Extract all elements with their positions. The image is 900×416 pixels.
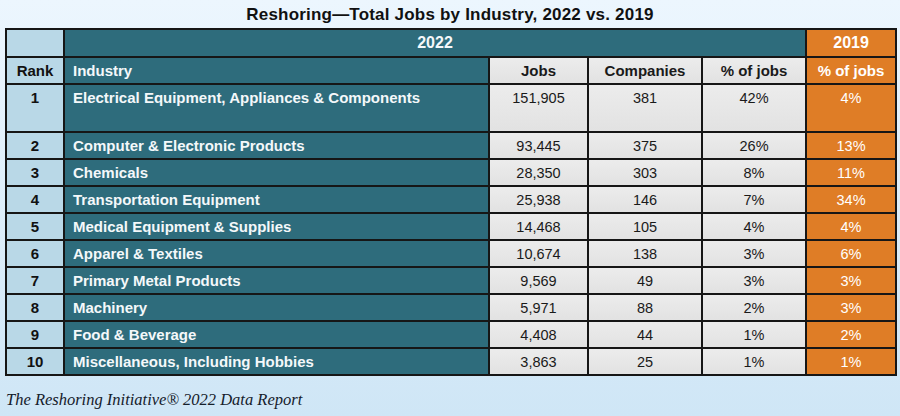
jobs-by-industry-table: 2022 2019 Rank Industry Jobs Companies %…	[5, 28, 897, 376]
jobs-cell: 10,674	[489, 240, 588, 267]
pct-jobs-2019-cell: 34%	[806, 186, 896, 213]
jobs-cell: 25,938	[489, 186, 588, 213]
rank-cell: 5	[6, 213, 64, 240]
rank-cell: 3	[6, 159, 64, 186]
industry-cell: Medical Equipment & Supplies	[64, 213, 489, 240]
rank-cell: 10	[6, 348, 64, 375]
pct-jobs-2019-cell: 3%	[806, 294, 896, 321]
rank-cell: 4	[6, 186, 64, 213]
pct-jobs-2019-cell: 2%	[806, 321, 896, 348]
rank-cell: 6	[6, 240, 64, 267]
industry-cell: Chemicals	[64, 159, 489, 186]
table-row: 1 Electrical Equipment, Appliances & Com…	[6, 84, 896, 132]
pct-jobs-2019-cell: 4%	[806, 84, 896, 132]
jobs-cell: 93,445	[489, 132, 588, 159]
industry-cell: Transportation Equipment	[64, 186, 489, 213]
companies-cell: 88	[588, 294, 702, 321]
pct-jobs-2019-cell: 1%	[806, 348, 896, 375]
year-group-2019: 2019	[806, 29, 896, 57]
rank-cell: 2	[6, 132, 64, 159]
companies-cell: 146	[588, 186, 702, 213]
companies-cell: 44	[588, 321, 702, 348]
col-header-jobs: Jobs	[489, 57, 588, 84]
rank-cell: 8	[6, 294, 64, 321]
industry-cell: Food & Beverage	[64, 321, 489, 348]
table-row: 8 Machinery 5,971 88 2% 3%	[6, 294, 896, 321]
companies-cell: 138	[588, 240, 702, 267]
companies-cell: 25	[588, 348, 702, 375]
pct-jobs-2022-cell: 3%	[702, 267, 806, 294]
pct-jobs-2022-cell: 8%	[702, 159, 806, 186]
column-header-row: Rank Industry Jobs Companies % of jobs %…	[6, 57, 896, 84]
source-attribution: The Reshoring Initiative® 2022 Data Repo…	[6, 390, 302, 410]
table-row: 3 Chemicals 28,350 303 8% 11%	[6, 159, 896, 186]
jobs-cell: 14,468	[489, 213, 588, 240]
rank-cell: 9	[6, 321, 64, 348]
jobs-cell: 9,569	[489, 267, 588, 294]
companies-cell: 105	[588, 213, 702, 240]
col-header-industry: Industry	[64, 57, 489, 84]
jobs-cell: 151,905	[489, 84, 588, 132]
companies-cell: 49	[588, 267, 702, 294]
pct-jobs-2022-cell: 1%	[702, 321, 806, 348]
industry-cell: Electrical Equipment, Appliances & Compo…	[64, 84, 489, 132]
col-header-companies: Companies	[588, 57, 702, 84]
pct-jobs-2022-cell: 4%	[702, 213, 806, 240]
jobs-cell: 3,863	[489, 348, 588, 375]
table-row: 5 Medical Equipment & Supplies 14,468 10…	[6, 213, 896, 240]
table-row: 4 Transportation Equipment 25,938 146 7%…	[6, 186, 896, 213]
jobs-cell: 5,971	[489, 294, 588, 321]
companies-cell: 375	[588, 132, 702, 159]
jobs-cell: 28,350	[489, 159, 588, 186]
col-header-rank: Rank	[6, 57, 64, 84]
industry-cell: Machinery	[64, 294, 489, 321]
jobs-cell: 4,408	[489, 321, 588, 348]
pct-jobs-2019-cell: 11%	[806, 159, 896, 186]
year-group-2022: 2022	[64, 29, 806, 57]
rank-cell: 1	[6, 84, 64, 132]
table-row: 7 Primary Metal Products 9,569 49 3% 3%	[6, 267, 896, 294]
industry-cell: Primary Metal Products	[64, 267, 489, 294]
table-row: 6 Apparel & Textiles 10,674 138 3% 6%	[6, 240, 896, 267]
table-body: 1 Electrical Equipment, Appliances & Com…	[6, 84, 896, 375]
table-row: 10 Miscellaneous, Including Hobbies 3,86…	[6, 348, 896, 375]
pct-jobs-2022-cell: 2%	[702, 294, 806, 321]
table-row: 9 Food & Beverage 4,408 44 1% 2%	[6, 321, 896, 348]
pct-jobs-2022-cell: 26%	[702, 132, 806, 159]
report-figure: Reshoring—Total Jobs by Industry, 2022 v…	[0, 0, 900, 416]
pct-jobs-2019-cell: 3%	[806, 267, 896, 294]
table-row: 2 Computer & Electronic Products 93,445 …	[6, 132, 896, 159]
corner-cell	[6, 29, 64, 57]
col-header-pct-jobs-2019: % of jobs	[806, 57, 896, 84]
pct-jobs-2019-cell: 6%	[806, 240, 896, 267]
pct-jobs-2019-cell: 4%	[806, 213, 896, 240]
companies-cell: 381	[588, 84, 702, 132]
pct-jobs-2019-cell: 13%	[806, 132, 896, 159]
companies-cell: 303	[588, 159, 702, 186]
page-title: Reshoring—Total Jobs by Industry, 2022 v…	[0, 0, 900, 25]
industry-cell: Miscellaneous, Including Hobbies	[64, 348, 489, 375]
pct-jobs-2022-cell: 42%	[702, 84, 806, 132]
pct-jobs-2022-cell: 7%	[702, 186, 806, 213]
rank-cell: 7	[6, 267, 64, 294]
year-group-header-row: 2022 2019	[6, 29, 896, 57]
industry-cell: Apparel & Textiles	[64, 240, 489, 267]
pct-jobs-2022-cell: 1%	[702, 348, 806, 375]
pct-jobs-2022-cell: 3%	[702, 240, 806, 267]
industry-cell: Computer & Electronic Products	[64, 132, 489, 159]
col-header-pct-jobs-2022: % of jobs	[702, 57, 806, 84]
